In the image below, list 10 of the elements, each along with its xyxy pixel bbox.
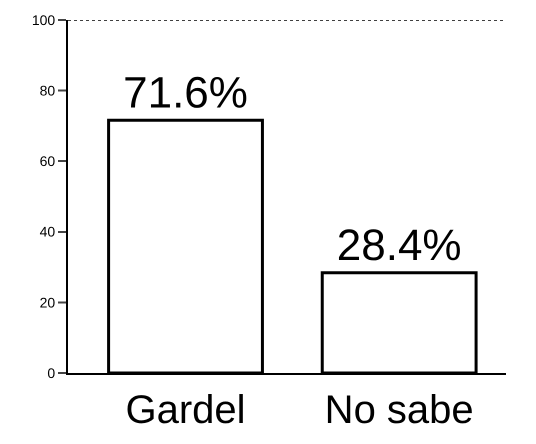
y-tick-label: 40 [40,224,56,240]
x-tick-label: Gardel [125,388,246,432]
y-tick-label: 80 [40,82,56,98]
data-label: 28.4% [336,220,462,270]
y-tick-label: 100 [32,12,56,28]
y-tick-label: 0 [47,364,56,381]
x-tick-label: No sabe [324,388,474,432]
y-tick-label: 20 [40,294,56,310]
data-label: 71.6% [123,68,248,118]
y-tick-label: 60 [40,153,56,170]
